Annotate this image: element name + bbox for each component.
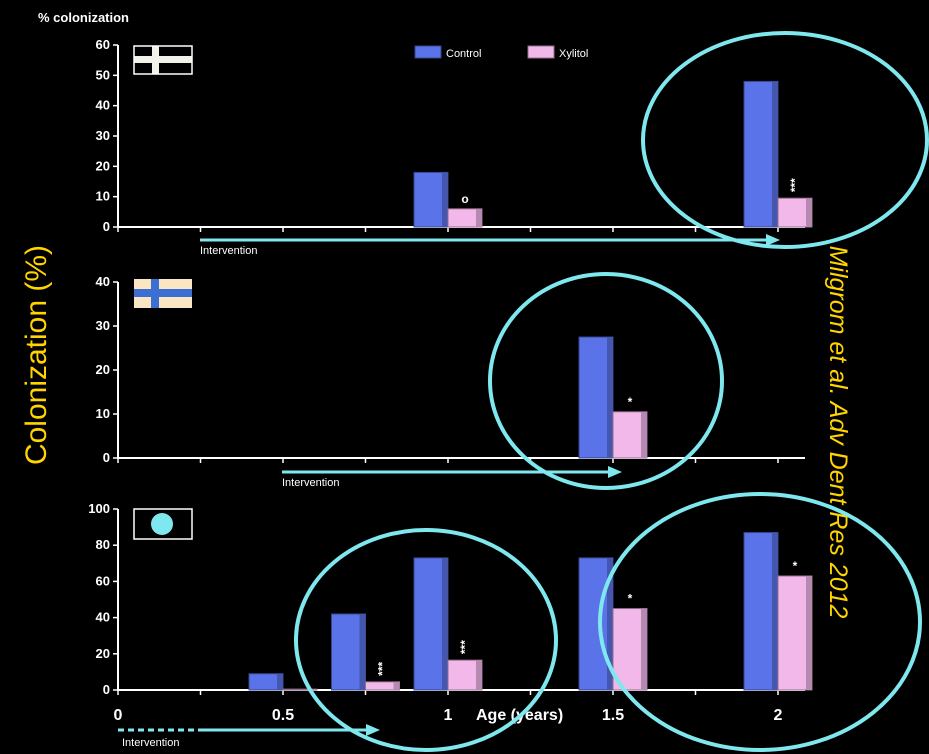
highlight-ellipse (294, 528, 558, 752)
y-tick-label: 0 (103, 450, 110, 465)
y-tick-label: 20 (96, 646, 110, 661)
legend-label: Xylitol (559, 48, 588, 60)
significance-mark: *** (376, 662, 390, 676)
bar-shade (641, 608, 647, 690)
significance-mark: * (628, 592, 633, 606)
side-title: Colonization (%) (20, 245, 53, 465)
y-tick-label: 40 (96, 610, 110, 625)
top-axis-label: % colonization (38, 10, 129, 25)
bar-shade (393, 681, 400, 690)
significance-mark: *** (458, 640, 472, 654)
y-tick-label: 0 (103, 219, 110, 234)
bar-shade (806, 198, 812, 227)
x-tick-label: 0.5 (272, 707, 294, 724)
bar-shade (806, 575, 812, 690)
bar-shade (607, 557, 613, 690)
intervention-label: Intervention (282, 477, 339, 489)
flag-cross-horizontal (134, 289, 192, 297)
intervention-label: Intervention (122, 737, 179, 749)
y-tick-label: 0 (103, 682, 110, 697)
flag-icon (134, 46, 192, 74)
flag-icon (134, 279, 192, 308)
bar-shade (641, 411, 647, 458)
y-tick-label: 60 (96, 573, 110, 588)
flag-frame (133, 45, 193, 75)
panel-top: 0 10 20 30 40 50 60 o *** Intervention (96, 37, 813, 257)
bar-shade (277, 673, 283, 690)
xylitol-legend-swatch (527, 45, 555, 59)
panel-middle: 0 10 20 30 40 * Intervention (96, 274, 805, 489)
significance-mark: o (461, 192, 468, 206)
y-tick-label: 20 (96, 158, 110, 173)
highlight-ellipse (598, 492, 922, 752)
panels: 0102030405060o***Intervention010203040*I… (88, 37, 813, 749)
intervention-arrowhead (766, 234, 780, 246)
y-tick-label: 30 (96, 318, 110, 333)
x-tick-label: 2 (774, 707, 783, 724)
significance-mark: * (793, 559, 798, 573)
highlight-ellipse (641, 31, 929, 249)
bar-shade (772, 532, 778, 690)
highlight-ellipse (488, 272, 724, 490)
bar-shade (311, 689, 317, 691)
overlay (294, 31, 929, 752)
bar-shade (772, 81, 778, 228)
y-tick-label: 100 (88, 501, 110, 516)
bar-shade (476, 660, 482, 690)
citation: Milgrom et al. Adv Dent Res 2012 (824, 246, 852, 619)
bar-shade (476, 208, 482, 227)
legend: Control Xylitol (414, 45, 588, 60)
intervention-arrowhead (366, 724, 380, 736)
bar-shade (442, 172, 448, 227)
significance-mark: * (628, 395, 633, 409)
x-tick-label: 1 (444, 707, 453, 724)
bar-shade (359, 613, 366, 690)
flag-frame (133, 508, 193, 540)
bar-shade (442, 557, 448, 690)
x-tick-label: 0 (114, 707, 123, 724)
control-legend-swatch (414, 45, 442, 59)
y-tick-label: 20 (96, 362, 110, 377)
flag-icon (134, 509, 192, 539)
y-tick-label: 30 (96, 128, 110, 143)
y-tick-label: 60 (96, 37, 110, 52)
x-tick-label: 1.5 (602, 707, 624, 724)
y-tick-label: 10 (96, 406, 110, 421)
y-tick-label: 10 (96, 189, 110, 204)
flag-circle (151, 513, 173, 535)
significance-mark: *** (788, 178, 802, 192)
intervention-arrowhead (608, 466, 622, 478)
y-tick-label: 50 (96, 67, 110, 82)
legend-label: Control (446, 48, 481, 60)
y-tick-label: 80 (96, 537, 110, 552)
flag-cross-horizontal (134, 56, 192, 63)
intervention-label: Intervention (200, 245, 257, 257)
y-tick-label: 40 (96, 274, 110, 289)
bar-shade (607, 337, 613, 458)
y-tick-label: 40 (96, 98, 110, 113)
